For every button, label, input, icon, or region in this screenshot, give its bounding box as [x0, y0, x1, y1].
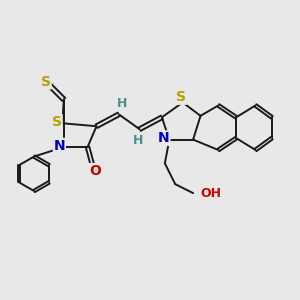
- Text: N: N: [158, 131, 170, 145]
- Text: O: O: [89, 164, 101, 178]
- Text: N: N: [53, 139, 65, 152]
- Text: S: S: [52, 115, 62, 129]
- Text: S: S: [176, 90, 186, 104]
- Text: H: H: [117, 98, 127, 110]
- Text: H: H: [133, 134, 143, 147]
- Text: OH: OH: [200, 187, 221, 200]
- Text: S: S: [41, 75, 51, 88]
